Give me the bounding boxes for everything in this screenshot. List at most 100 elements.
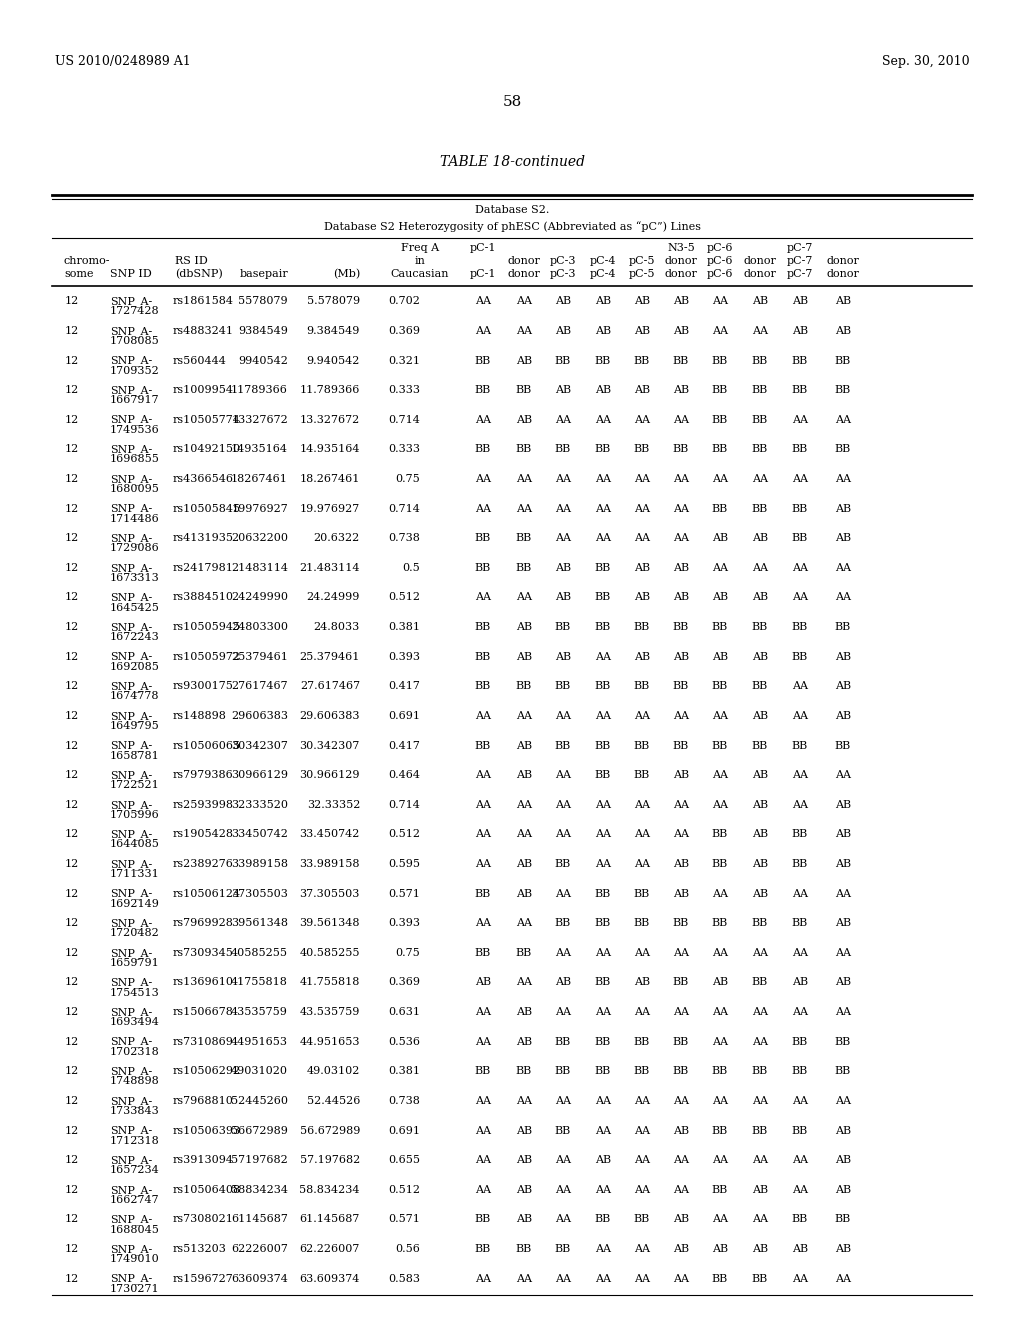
Text: BB: BB [595, 1067, 611, 1076]
Text: BB: BB [516, 948, 532, 958]
Text: BB: BB [792, 1126, 808, 1135]
Text: AA: AA [555, 711, 571, 721]
Text: BB: BB [634, 888, 650, 899]
Text: 0.691: 0.691 [388, 711, 420, 721]
Text: BB: BB [673, 1036, 689, 1047]
Text: BB: BB [835, 1067, 851, 1076]
Text: AA: AA [555, 1274, 571, 1283]
Text: 49.03102: 49.03102 [306, 1067, 360, 1076]
Text: 56.672989: 56.672989 [300, 1126, 360, 1135]
Text: 0.571: 0.571 [388, 888, 420, 899]
Text: AA: AA [595, 1185, 611, 1195]
Text: 12: 12 [65, 888, 79, 899]
Text: AA: AA [555, 1155, 571, 1166]
Text: US 2010/0248989 A1: US 2010/0248989 A1 [55, 55, 190, 69]
Text: Caucasian: Caucasian [391, 269, 450, 279]
Text: AB: AB [835, 681, 851, 692]
Text: AA: AA [712, 1214, 728, 1225]
Text: SNP_A-: SNP_A- [110, 681, 153, 692]
Text: SNP_A-: SNP_A- [110, 1036, 153, 1048]
Text: 13.327672: 13.327672 [300, 414, 360, 425]
Text: 30.966129: 30.966129 [299, 770, 360, 780]
Text: BB: BB [792, 652, 808, 661]
Text: rs10505774: rs10505774 [173, 414, 241, 425]
Text: 12: 12 [65, 593, 79, 602]
Text: BB: BB [595, 622, 611, 632]
Text: AA: AA [555, 1096, 571, 1106]
Text: 24249990: 24249990 [231, 593, 288, 602]
Text: 1749536: 1749536 [110, 425, 160, 434]
Text: 0.655: 0.655 [388, 1155, 420, 1166]
Text: AA: AA [475, 1126, 490, 1135]
Text: AA: AA [595, 829, 611, 840]
Text: AA: AA [555, 474, 571, 484]
Text: BB: BB [712, 1067, 728, 1076]
Text: pC-7: pC-7 [786, 243, 813, 253]
Text: AB: AB [835, 326, 851, 335]
Text: AA: AA [555, 829, 571, 840]
Text: 27.617467: 27.617467 [300, 681, 360, 692]
Text: AA: AA [673, 948, 689, 958]
Text: AA: AA [555, 414, 571, 425]
Text: AA: AA [752, 474, 768, 484]
Text: AA: AA [673, 533, 689, 544]
Text: AA: AA [752, 326, 768, 335]
Text: AA: AA [595, 1007, 611, 1018]
Text: AB: AB [673, 1214, 689, 1225]
Text: BB: BB [595, 1214, 611, 1225]
Text: AA: AA [475, 1096, 490, 1106]
Text: 12: 12 [65, 504, 79, 513]
Text: AA: AA [792, 593, 808, 602]
Text: rs2417981: rs2417981 [173, 562, 233, 573]
Text: AA: AA [673, 1185, 689, 1195]
Text: AB: AB [752, 1185, 768, 1195]
Text: AB: AB [792, 296, 808, 306]
Text: BB: BB [634, 445, 650, 454]
Text: AB: AB [634, 978, 650, 987]
Text: SNP_A-: SNP_A- [110, 770, 153, 781]
Text: AA: AA [475, 1007, 490, 1018]
Text: SNP_A-: SNP_A- [110, 1126, 153, 1137]
Text: AB: AB [835, 504, 851, 513]
Text: BB: BB [712, 504, 728, 513]
Text: BB: BB [595, 593, 611, 602]
Text: rs3913094: rs3913094 [173, 1155, 234, 1166]
Text: AA: AA [835, 948, 851, 958]
Text: 0.464: 0.464 [388, 770, 420, 780]
Text: rs10506124: rs10506124 [173, 888, 241, 899]
Text: AA: AA [792, 1185, 808, 1195]
Text: AA: AA [475, 859, 490, 869]
Text: AB: AB [475, 978, 492, 987]
Text: AB: AB [792, 326, 808, 335]
Text: BB: BB [712, 355, 728, 366]
Text: SNP_A-: SNP_A- [110, 888, 153, 899]
Text: AB: AB [595, 1155, 611, 1166]
Text: BB: BB [752, 622, 768, 632]
Text: AA: AA [752, 1036, 768, 1047]
Text: AA: AA [752, 1155, 768, 1166]
Text: rs9300175: rs9300175 [173, 681, 233, 692]
Text: pC-6: pC-6 [707, 269, 733, 279]
Text: AA: AA [712, 711, 728, 721]
Text: BB: BB [516, 445, 532, 454]
Text: 33.450742: 33.450742 [300, 829, 360, 840]
Text: 1657234: 1657234 [110, 1166, 160, 1175]
Text: BB: BB [792, 1067, 808, 1076]
Text: 1714486: 1714486 [110, 513, 160, 524]
Text: AB: AB [555, 652, 571, 661]
Text: BB: BB [634, 741, 650, 751]
Text: 1674778: 1674778 [110, 692, 160, 701]
Text: AA: AA [792, 770, 808, 780]
Text: AA: AA [595, 859, 611, 869]
Text: 52445260: 52445260 [231, 1096, 288, 1106]
Text: SNP_A-: SNP_A- [110, 562, 153, 574]
Text: SNP_A-: SNP_A- [110, 593, 153, 603]
Text: BB: BB [835, 1214, 851, 1225]
Text: 1673313: 1673313 [110, 573, 160, 583]
Text: AB: AB [752, 711, 768, 721]
Text: AA: AA [516, 296, 532, 306]
Text: SNP_A-: SNP_A- [110, 948, 153, 958]
Text: AA: AA [475, 1185, 490, 1195]
Text: AA: AA [752, 948, 768, 958]
Text: AA: AA [475, 296, 490, 306]
